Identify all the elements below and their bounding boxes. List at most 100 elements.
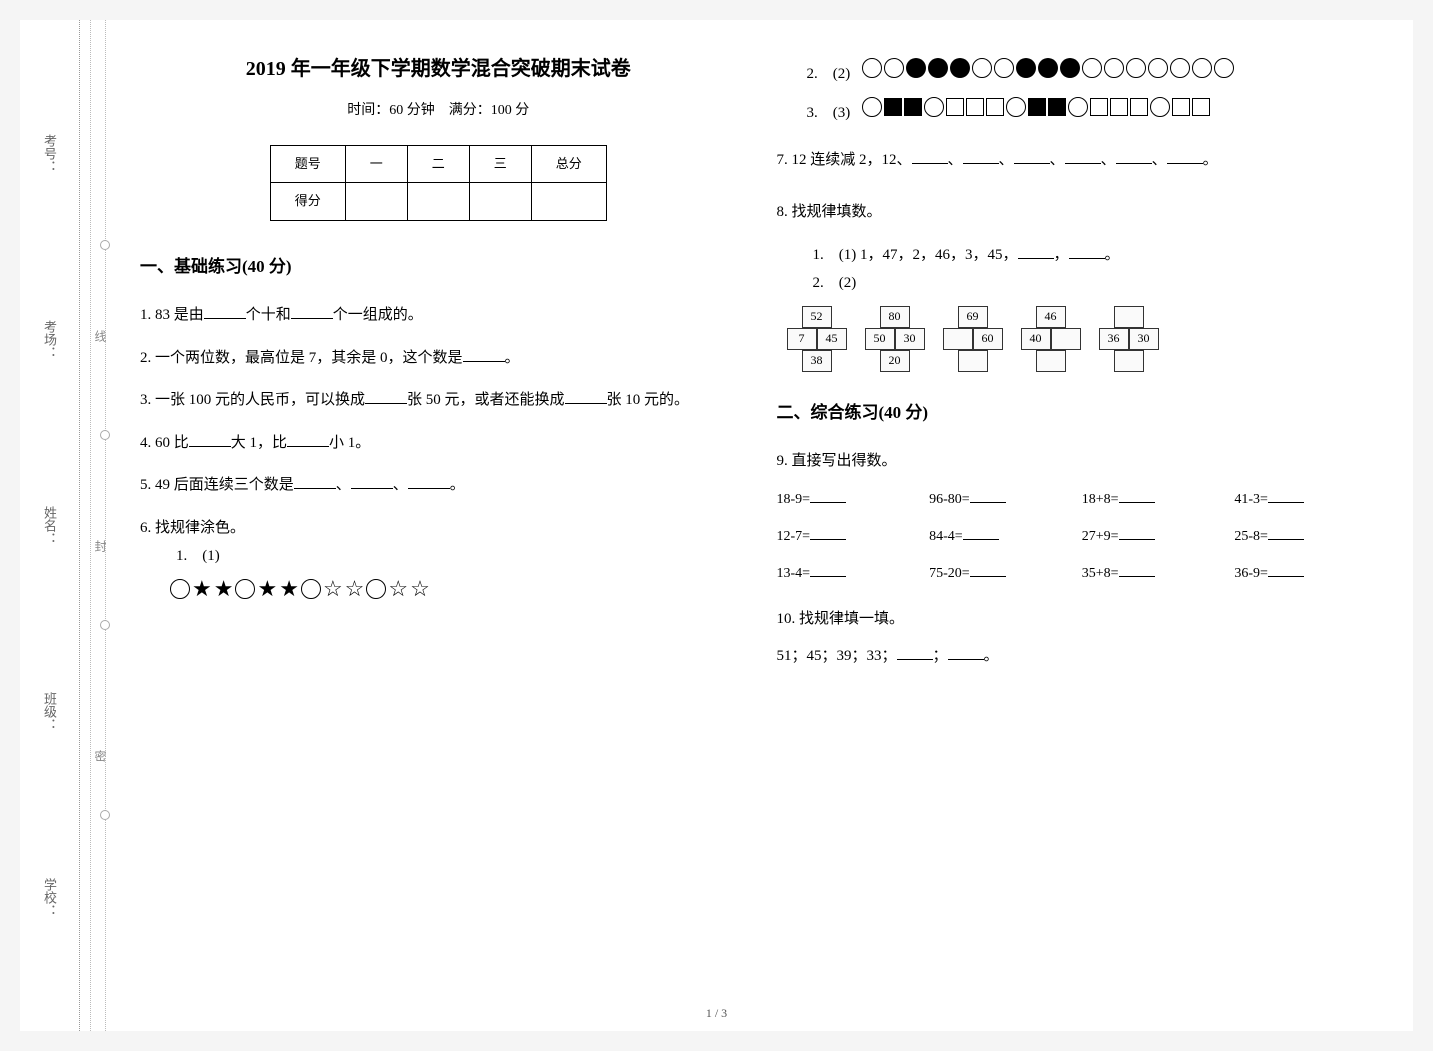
pyramid-cell xyxy=(1114,306,1144,328)
fill-blank xyxy=(963,526,999,540)
fill-blank xyxy=(1018,244,1054,259)
seal-char: 线 xyxy=(92,330,109,342)
q-text: 个一组成的。 xyxy=(333,307,423,323)
q-text: 。 xyxy=(1105,247,1120,263)
circle-empty-icon xyxy=(1104,58,1124,78)
q-text: 6. 找规律涂色。 xyxy=(140,514,737,543)
pattern-row-3 xyxy=(862,97,1210,117)
fill-blank xyxy=(1014,149,1050,164)
q8-sub1: 1. (1) 1，47，2，46，3，45，，。 xyxy=(777,241,1374,270)
question-9: 9. 直接写出得数。 18-9= 96-80= 18+8= 41-3= 12-7… xyxy=(777,447,1374,587)
question-7: 7. 12 连续减 2，12、、、、、、。 xyxy=(777,146,1374,175)
binding-label: 考号： xyxy=(40,134,59,173)
square-empty-icon xyxy=(986,98,1004,116)
question-10: 10. 找规律填一填。 51；45；39；33；；。 xyxy=(777,605,1374,670)
circle-empty-icon xyxy=(1006,97,1026,117)
circle-empty-icon xyxy=(884,58,904,78)
score-cell xyxy=(469,183,531,221)
binding-circle xyxy=(100,620,110,630)
score-cell xyxy=(407,183,469,221)
fill-blank xyxy=(912,149,948,164)
eq-text: 27+9= xyxy=(1082,529,1119,544)
q-text: 、 xyxy=(1152,152,1167,168)
star-filled-icon: ★ xyxy=(257,579,277,599)
pyramid-cell: 36 xyxy=(1099,328,1129,350)
q-text: 、 xyxy=(336,477,351,493)
square-empty-icon xyxy=(1130,98,1148,116)
pyramid-cell: 45 xyxy=(817,328,847,350)
pyramid-cell: 30 xyxy=(1129,328,1159,350)
eq-text: 13-4= xyxy=(777,566,811,581)
q6-continued: 2. (2) xyxy=(777,50,1374,128)
seal-char: 封 xyxy=(92,540,109,552)
eq-text: 84-4= xyxy=(929,529,963,544)
fill-blank xyxy=(189,432,231,447)
equation: 96-80= xyxy=(929,487,1068,514)
question-4: 4. 60 比大 1，比小 1。 xyxy=(140,429,737,458)
q-text: 个十和 xyxy=(246,307,291,323)
fill-blank xyxy=(963,149,999,164)
fill-blank xyxy=(1069,244,1105,259)
fill-blank xyxy=(1268,563,1304,577)
q10-sequence: 51；45；39；33；；。 xyxy=(777,642,1374,671)
equation: 25-8= xyxy=(1234,524,1373,551)
pyramid-cell: 7 xyxy=(787,328,817,350)
circle-filled-icon xyxy=(1016,58,1036,78)
pyramid-cell xyxy=(1114,350,1144,372)
fill-blank xyxy=(897,645,933,660)
eq-text: 96-80= xyxy=(929,492,970,507)
star-empty-icon: ☆ xyxy=(388,579,408,599)
star-filled-icon: ★ xyxy=(214,579,234,599)
q-text: 。 xyxy=(1203,152,1218,168)
eq-text: 18-9= xyxy=(777,492,811,507)
eq-text: 75-20= xyxy=(929,566,970,581)
fill-blank xyxy=(287,432,329,447)
fill-blank xyxy=(463,347,505,362)
fill-blank xyxy=(365,389,407,404)
eq-text: 12-7= xyxy=(777,529,811,544)
circle-filled-icon xyxy=(928,58,948,78)
q-text: 、 xyxy=(1101,152,1116,168)
pattern-row-1: ★ ★ ★ ★ ☆ ☆ ☆ ☆ xyxy=(170,579,737,599)
fill-blank xyxy=(1065,149,1101,164)
equation: 84-4= xyxy=(929,524,1068,551)
q-text: 张 50 元，或者还能换成 xyxy=(407,392,565,408)
pyramid-cell: 30 xyxy=(895,328,925,350)
fill-blank xyxy=(810,489,846,503)
pyramid-cell: 69 xyxy=(958,306,988,328)
q-text: 2. 一个两位数，最高位是 7，其余是 0，这个数是 xyxy=(140,350,463,366)
circle-filled-icon xyxy=(1060,58,1080,78)
score-header: 一 xyxy=(345,145,407,183)
circle-filled-icon xyxy=(950,58,970,78)
fill-blank xyxy=(1119,563,1155,577)
q-text: ； xyxy=(933,648,948,664)
pyramid: 80 5030 20 xyxy=(865,306,925,372)
eq-text: 35+8= xyxy=(1082,566,1119,581)
fill-blank xyxy=(1167,149,1203,164)
eq-text: 18+8= xyxy=(1082,492,1119,507)
question-5: 5. 49 后面连续三个数是、、。 xyxy=(140,471,737,500)
binding-circle xyxy=(100,430,110,440)
q-text: 1. 83 是由 xyxy=(140,307,204,323)
section-heading: 一、基础练习(40 分) xyxy=(140,251,737,283)
seal-char: 密 xyxy=(92,750,109,762)
score-header: 总分 xyxy=(531,145,606,183)
circle-empty-icon xyxy=(1170,58,1190,78)
circle-empty-icon xyxy=(1214,58,1234,78)
pyramid-cell xyxy=(958,350,988,372)
square-empty-icon xyxy=(946,98,964,116)
star-empty-icon: ☆ xyxy=(323,579,343,599)
page-number: 1 / 3 xyxy=(706,1006,727,1021)
q-sub: 3. (3) xyxy=(807,99,851,128)
q-text: ， xyxy=(1054,247,1069,263)
exam-title: 2019 年一年级下学期数学混合突破期末试卷 xyxy=(140,50,737,88)
eq-text: 36-9= xyxy=(1234,566,1268,581)
circle-empty-icon xyxy=(170,579,190,599)
exam-page: 考号： 考场： 姓名： 班级： 学校： 线 封 密 2019 年一年级下学期数学… xyxy=(20,20,1413,1031)
q-text: 5. 49 后面连续三个数是 xyxy=(140,477,294,493)
square-empty-icon xyxy=(1110,98,1128,116)
binding-label: 姓名： xyxy=(40,506,59,545)
q-text: 7. 12 连续减 2，12、 xyxy=(777,152,912,168)
fill-blank xyxy=(291,304,333,319)
question-3: 3. 一张 100 元的人民币，可以换成张 50 元，或者还能换成张 10 元的… xyxy=(140,386,737,415)
